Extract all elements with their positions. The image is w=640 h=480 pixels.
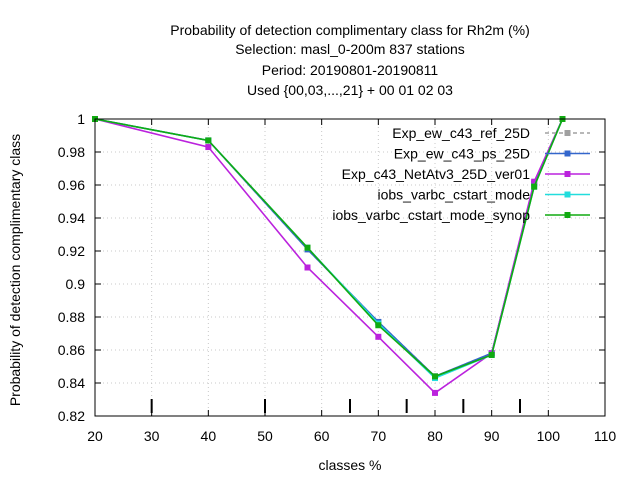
x-tick-label: 90	[484, 428, 500, 444]
y-tick-label: 0.98	[58, 144, 85, 160]
y-axis-label: Probability of detection complimentary c…	[7, 134, 23, 406]
legend-swatch-point	[564, 212, 571, 218]
legend-label: Exp_ew_c43_ref_25D	[392, 125, 530, 141]
y-tick-label: 0.82	[58, 408, 85, 424]
chart-title-line-4: Used {00,03,...,21} + 00 01 02 03	[247, 82, 453, 98]
series-line	[94, 118, 564, 394]
series-point	[531, 183, 538, 190]
x-axis-label: classes %	[318, 457, 381, 473]
series-point	[432, 389, 438, 396]
legend-swatch-point	[564, 150, 571, 157]
series-point	[205, 137, 212, 144]
grid-lines	[94, 118, 606, 417]
legend-label: iobs_varbc_cstart_mode_synop	[332, 207, 530, 223]
x-tick-label: 30	[144, 428, 160, 444]
series-point	[488, 351, 495, 358]
y-tick-label: 0.96	[58, 177, 85, 193]
x-tick-label: 60	[314, 428, 330, 444]
series-point	[304, 244, 311, 251]
series-line	[94, 118, 564, 378]
series-point	[304, 264, 311, 271]
legend-swatch-point	[564, 191, 571, 198]
x-tick-label: 80	[427, 428, 443, 444]
legend-label: Exp_ew_c43_ps_25D	[394, 146, 530, 162]
legend: Exp_ew_c43_ref_25D Exp_ew_c43_ps_25D Exp_c…	[332, 125, 590, 223]
x-tick-label: 20	[87, 428, 103, 444]
y-tick-label: 0.86	[58, 342, 85, 358]
y-tick-label: 0.92	[58, 243, 85, 259]
y-tick-label: 0.84	[58, 375, 85, 391]
plot-frame	[94, 118, 606, 417]
series-point	[531, 178, 538, 185]
legend-swatch-point	[564, 171, 571, 177]
y-tick-label: 1	[77, 111, 85, 127]
x-tick-label: 70	[371, 428, 387, 444]
x-tick-label: 50	[257, 428, 273, 444]
y-tick-label: 0.94	[58, 210, 85, 226]
x-tick-label: 40	[201, 428, 217, 444]
axis-ticks: 20 30 40 50 60 70 80 90 100 110 0.82 0.84 0.86 0.88 0.…	[58, 111, 617, 444]
x-tick-label: 110	[594, 428, 617, 444]
series-point	[375, 322, 382, 329]
chart-title-line-3: Period: 20190801-20190811	[262, 62, 439, 78]
y-tick-label: 0.88	[58, 309, 85, 325]
series-point	[205, 144, 212, 151]
series-point	[432, 373, 438, 380]
legend-label: iobs_varbc_cstart_mode	[377, 187, 530, 203]
legend-label: Exp_c43_NetAtv3_25D_ver01	[342, 166, 531, 182]
chart-title-line-2: Selection: masl_0-200m 837 stations	[235, 41, 465, 57]
legend-swatch-point	[564, 130, 571, 136]
series-layer	[92, 116, 566, 396]
series-point	[375, 333, 382, 340]
chart-title-line-1: Probability of detection complimentary c…	[170, 22, 529, 38]
y-tick-label: 0.9	[66, 276, 86, 292]
x-tick-label: 100	[537, 428, 561, 444]
